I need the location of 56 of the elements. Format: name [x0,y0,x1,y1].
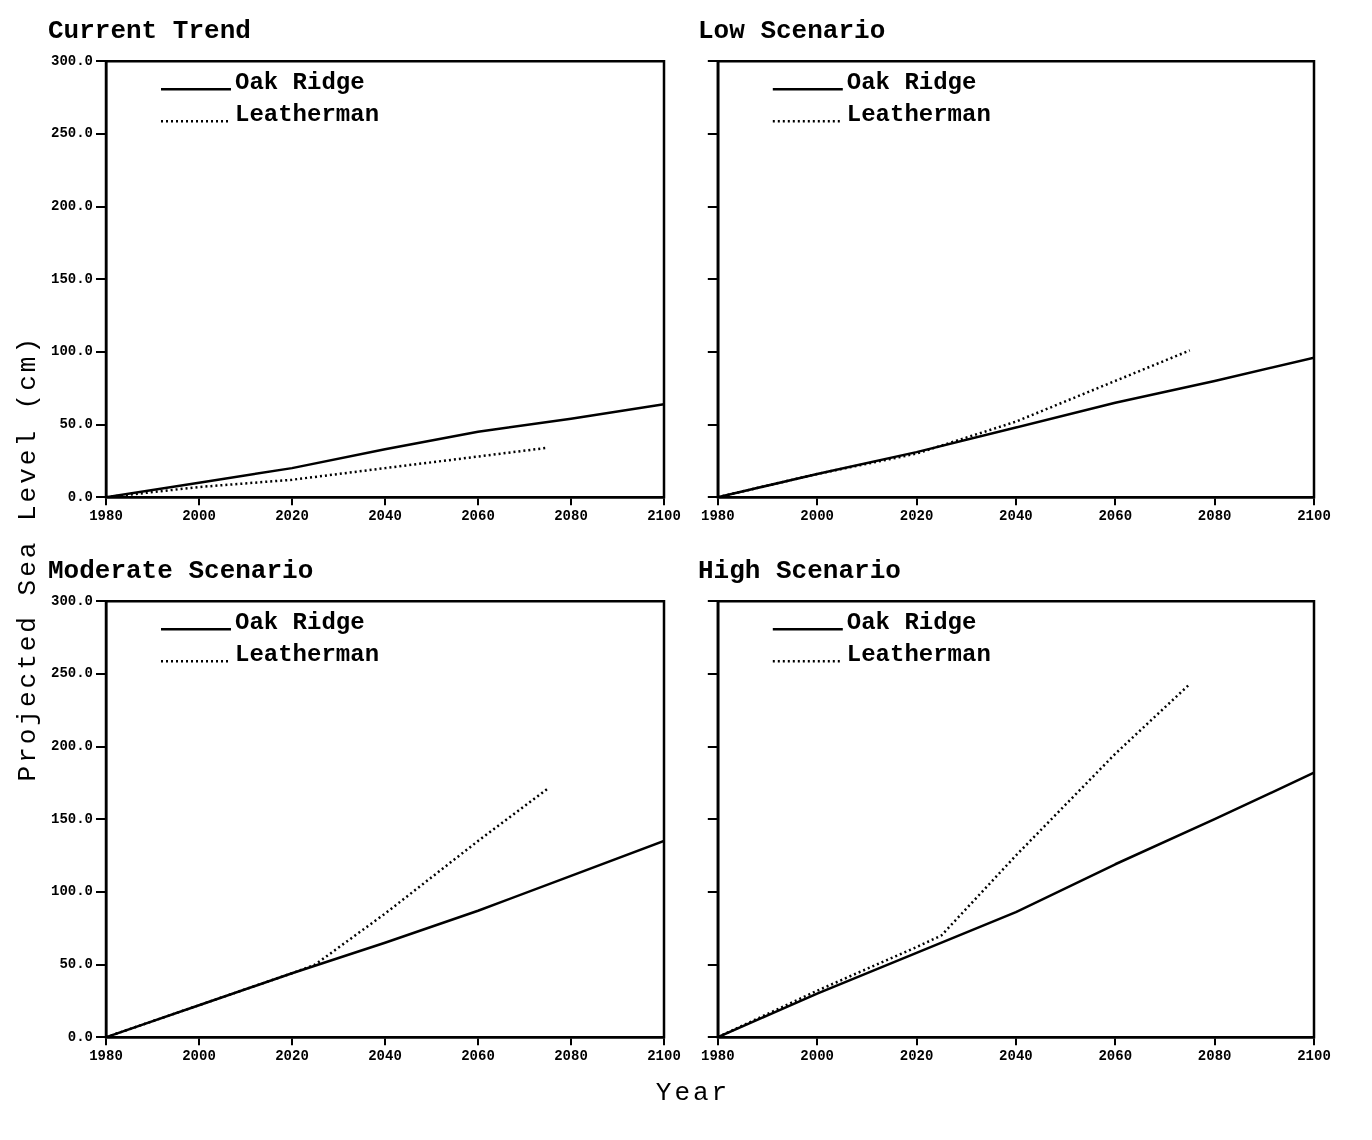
x-tick-label: 2000 [182,508,216,525]
x-tick-label: 2080 [1197,1048,1232,1065]
legend-label: Leatherman [235,641,380,669]
x-tick-label: 2060 [1098,508,1133,525]
x-tick-label: 2100 [1297,508,1331,525]
x-tick-label: 1980 [701,1048,735,1065]
x-tick-label: 2060 [461,508,495,525]
x-tick-label: 2060 [461,1048,495,1065]
x-axis-title: Year [654,1078,732,1108]
y-tick-label: 300.0 [50,52,94,69]
y-tick-label: 200.0 [50,738,94,755]
x-tick-label: 2100 [647,1048,681,1065]
x-tick-label: 2020 [275,508,309,525]
x-tick-label: 1980 [701,508,735,525]
chart-title: Low Scenario [698,16,886,47]
chart-title: Current Trend [48,16,251,47]
x-tick-label: 2040 [368,1048,402,1065]
legend-label: Oak Ridge [235,69,365,97]
x-tick-label: 2060 [1098,1048,1133,1065]
y-tick-label: 250.0 [50,665,94,682]
y-tick-label: 250.0 [50,125,94,142]
x-tick-label: 2080 [1197,508,1232,525]
y-tick-label: 150.0 [50,810,94,827]
chart-title: Moderate Scenario [48,556,314,587]
y-tick-label: 0.0 [67,1028,94,1045]
legend-label: Oak Ridge [235,609,365,637]
legend-label: Oak Ridge [846,609,977,637]
x-tick-label: 2000 [800,1048,834,1065]
y-tick-label: 100.0 [50,343,94,360]
y-axis-title: Projected Sea Level (cm) [13,334,43,782]
x-tick-label: 2100 [1297,1048,1331,1065]
x-tick-label: 2020 [275,1048,309,1065]
x-tick-label: 2020 [899,508,934,525]
y-tick-label: 0.0 [67,488,94,505]
x-tick-label: 2100 [647,508,681,525]
x-tick-label: 2040 [999,508,1033,525]
x-tick-label: 2000 [182,1048,216,1065]
y-tick-label: 50.0 [59,956,94,973]
y-tick-label: 50.0 [59,416,94,433]
x-tick-label: 2040 [999,1048,1033,1065]
y-tick-label: 300.0 [50,592,94,609]
x-tick-label: 2000 [800,508,834,525]
y-tick-label: 150.0 [50,270,94,287]
x-tick-label: 1980 [89,508,123,525]
y-tick-label: 200.0 [50,198,94,215]
x-tick-label: 2080 [554,508,588,525]
legend-label: Leatherman [846,101,991,129]
x-tick-label: 2020 [899,1048,934,1065]
legend-label: Oak Ridge [846,69,977,97]
x-tick-label: 2080 [554,1048,588,1065]
legend-label: Leatherman [235,101,380,129]
y-tick-label: 100.0 [50,883,94,900]
x-tick-label: 2040 [368,508,402,525]
x-tick-label: 1980 [89,1048,123,1065]
legend-label: Leatherman [846,641,991,669]
chart-title: High Scenario [698,556,901,587]
